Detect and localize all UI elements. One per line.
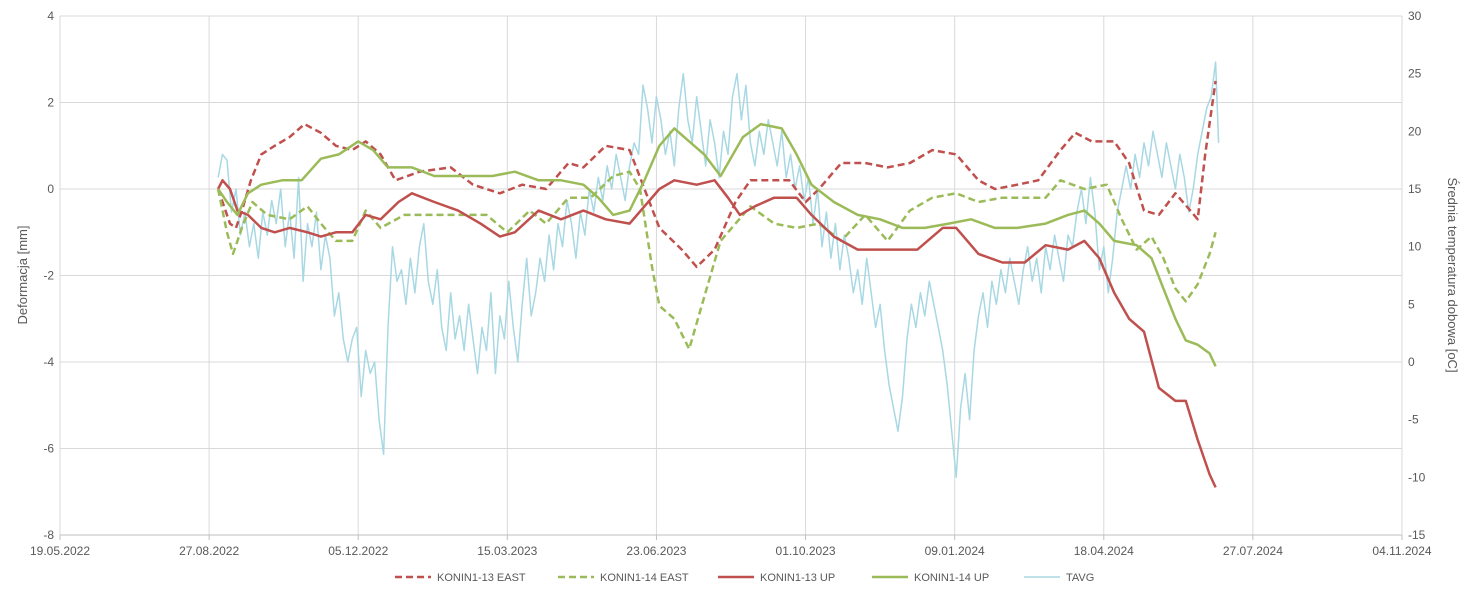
y-tick-label: 0 [47,182,54,196]
x-tick-label: 05.12.2022 [328,544,388,558]
y2-tick-label: 15 [1408,182,1422,196]
y2-tick-label: -10 [1408,470,1426,484]
series-line-konin1-14-east [216,170,1217,351]
y-tick-label: -6 [43,442,54,456]
legend-label: KONIN1-13 UP [760,572,835,584]
axes [59,16,1403,540]
legend-label: TAVG [1066,572,1094,584]
y2-tick-label: 10 [1408,240,1422,254]
y-tick-label: -4 [43,355,54,369]
series-line-tavg [217,61,1220,479]
x-tick-labels: 19.05.2022 27.08.2022 05.12.2022 15.03.2023… [30,544,1432,558]
y2-tick-label: -15 [1408,528,1426,542]
legend: KONIN1-13 EAST KONIN1-14 EAST KONIN1-13 UP… [395,572,1094,584]
x-tick-label: 19.05.2022 [30,544,90,558]
series-line-konin1-14-up [217,122,1217,367]
legend-label: KONIN1-14 UP [914,572,989,584]
y-tick-labels: 4 2 0 -2 -4 -6 -8 [43,9,54,542]
legend-label: KONIN1-14 EAST [600,572,689,584]
y-tick-label: 4 [47,9,54,23]
series-group [216,61,1220,488]
series-line-konin1-13-up [216,179,1217,488]
x-tick-label: 27.07.2024 [1223,544,1283,558]
y2-tick-label: 25 [1408,67,1422,81]
series-line-konin1-13-east [216,80,1217,269]
y-tick-label: -2 [43,269,54,283]
x-tick-label: 04.11.2024 [1372,544,1431,558]
x-tick-label: 18.04.2024 [1074,544,1134,558]
legend-label: KONIN1-13 EAST [437,572,526,584]
y2-axis-title: Średnia temperatura dobowa [oC] [1445,177,1460,372]
y-tick-label: -8 [43,528,54,542]
x-tick-label: 01.10.2023 [776,544,836,558]
x-tick-label: 23.06.2023 [626,544,686,558]
y2-tick-labels: 30 25 20 15 10 5 0 -5 -10 -15 [1408,9,1426,542]
y-tick-label: 2 [47,96,54,110]
x-tick-label: 15.03.2023 [477,544,537,558]
y2-tick-label: 20 [1408,124,1422,138]
y2-tick-label: 5 [1408,297,1415,311]
y-axis-title: Deformacja [mm] [15,226,30,325]
y2-tick-label: 30 [1408,9,1422,23]
x-tick-label: 09.01.2024 [925,544,985,558]
x-tick-label: 27.08.2022 [179,544,239,558]
y2-tick-label: -5 [1408,413,1419,427]
y2-tick-label: 0 [1408,355,1415,369]
